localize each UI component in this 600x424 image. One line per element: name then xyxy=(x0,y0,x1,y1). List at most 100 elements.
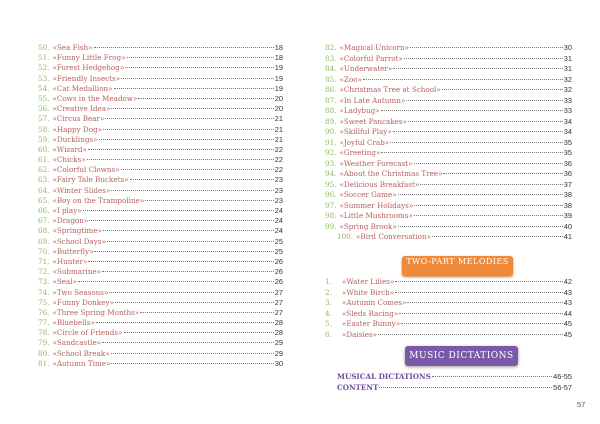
entry-page: 22 xyxy=(274,165,283,175)
toc-entry[interactable]: 100. «Bird Conversation» 41 xyxy=(325,232,572,243)
toc-entry[interactable]: 77. «Bluebells» 28 xyxy=(38,318,283,328)
entry-page: 26 xyxy=(274,267,283,277)
dot-leader xyxy=(123,332,274,334)
toc-entry[interactable]: 75. «Funny Donkey» 27 xyxy=(38,298,283,308)
page-number: 57 xyxy=(577,400,586,409)
toc-entry[interactable]: 66. «I play» 24 xyxy=(38,206,283,216)
toc-entry[interactable]: 78. «Circle of Friends» 28 xyxy=(38,328,283,338)
entry-number: 88. xyxy=(325,106,337,115)
dot-leader xyxy=(378,333,563,335)
toc-entry[interactable]: 54. «Cat Medallion» 19 xyxy=(38,84,283,94)
entry-title: «Soccer Game» xyxy=(339,190,397,199)
dot-leader xyxy=(395,281,563,282)
toc-entry[interactable]: 71. «Hunter» 26 xyxy=(38,257,283,267)
toc-entry[interactable]: 69. «School Days» 25 xyxy=(38,237,283,247)
toc-entry[interactable]: 97. «Summer Holidays» 38 xyxy=(325,201,572,212)
toc-entry[interactable]: 63. «Fairy Tale Buckets» 23 xyxy=(38,175,283,185)
entry-page: 21 xyxy=(274,134,283,144)
toc-entry[interactable]: 58. «Happy Dog» 21 xyxy=(38,125,283,135)
toc-entry[interactable]: 64. «Winter Slides» 23 xyxy=(38,186,283,196)
toc-entry[interactable]: 95. «Delicious Breakfast» 37 xyxy=(325,180,572,191)
toc-entry[interactable]: 87. «In Late Autumn» 33 xyxy=(325,96,572,107)
entry-page: 27 xyxy=(274,287,283,297)
toc-entry[interactable]: 5. «Easter Bunny» 45 xyxy=(325,319,572,330)
toc-entry[interactable]: 79. «Sandcastle» 29 xyxy=(38,338,283,348)
toc-entry[interactable]: 80. «School Break» 29 xyxy=(38,349,283,359)
entry-title: «Colorful Parrot» xyxy=(339,53,403,63)
dot-leader xyxy=(106,240,274,242)
entry-page: 27 xyxy=(274,307,283,317)
toc-entry[interactable]: 50. «Sea Fish» 18 xyxy=(38,43,283,53)
toc-entry[interactable]: 81. «Autumn Time» 30 xyxy=(38,359,283,369)
toc-entry[interactable]: 70. «Butterfly» 25 xyxy=(38,247,283,257)
toc-entry[interactable]: 92. «Greeting» 35 xyxy=(325,148,572,159)
entry-page: 19 xyxy=(274,73,283,83)
toc-entry[interactable]: 98. «Little Mushrooms» 39 xyxy=(325,211,572,222)
toc-entry[interactable]: 76. «Three Spring Months» 27 xyxy=(38,308,283,318)
entry-page: 44 xyxy=(563,308,572,318)
toc-entry[interactable]: 82. «Magical Unicorn» 30 xyxy=(325,43,572,54)
toc-entry[interactable]: 67. «Dragon» 24 xyxy=(38,216,283,226)
toc-entry[interactable]: 51. «Funny Little Frog» 18 xyxy=(38,53,283,63)
dot-leader xyxy=(431,376,553,377)
toc-entry[interactable]: 52. «Forest Hedgehog» 19 xyxy=(38,63,283,73)
toc-entry[interactable]: 94. «About the Christmas Tree» 36 xyxy=(325,169,572,180)
toc-entry[interactable]: 4. «Sleds Racing» 44 xyxy=(325,309,572,320)
entry-page: 29 xyxy=(274,348,283,358)
toc-entry[interactable]: 57. «Circus Bear» 21 xyxy=(38,114,283,124)
toc-entry[interactable]: 55. «Cows in the Meadow» 20 xyxy=(38,94,283,104)
toc-entry[interactable]: 99. «Spring Brook» 40 xyxy=(325,222,572,233)
entry-number: 67. xyxy=(38,216,50,226)
dot-leader xyxy=(87,148,274,150)
entry-page: 26 xyxy=(274,256,283,266)
toc-entry[interactable]: 89. «Sweet Pancakes» 34 xyxy=(325,117,572,128)
entry-title: «Bluebells» xyxy=(52,318,95,328)
dot-leader xyxy=(392,131,563,132)
entry-title: «Easter Bunny» xyxy=(342,319,401,329)
toc-entry[interactable]: 1. «Water Lilies» 42 xyxy=(325,277,572,288)
toc-entry[interactable]: 88. «Ladybug» 33 xyxy=(325,106,572,117)
toc-entry[interactable]: 85. «Zoo» 32 xyxy=(325,75,572,86)
toc-entry[interactable]: 56. «Creative Idea» 20 xyxy=(38,104,283,114)
toc-entry[interactable]: 93. «Weather Forecast» 36 xyxy=(325,159,572,170)
entry-title: «Funny Donkey» xyxy=(52,297,114,307)
toc-entry[interactable]: 62. «Colorful Clowns» 22 xyxy=(38,165,283,175)
entry-number: 59. xyxy=(38,134,50,144)
toc-entry[interactable]: 60. «Wizard» 22 xyxy=(38,145,283,155)
toc-right-column: 82. «Magical Unicorn» 30 83. «Colorful Parro… xyxy=(325,43,572,243)
entry-title: «Weather Forecast» xyxy=(339,158,413,168)
toc-entry[interactable]: 2. «White Birch» 43 xyxy=(325,288,572,299)
toc-entry[interactable]: 73. «Seal» 26 xyxy=(38,277,283,287)
toc-entry[interactable]: 86. «Christmas Tree at School» 32 xyxy=(325,85,572,96)
toc-entry[interactable]: 59. «Ducklings» 21 xyxy=(38,135,283,145)
dot-leader xyxy=(105,118,274,120)
toc-entry[interactable]: 53. «Friendly Insects» 19 xyxy=(38,74,283,84)
toc-entry[interactable]: 3. «Autumn Comes» 43 xyxy=(325,298,572,309)
toc-entry[interactable]: 65. «Boy on the Trampoline» 23 xyxy=(38,196,283,206)
toc-entry[interactable]: 61. «Chicks» 22 xyxy=(38,155,283,165)
dot-leader xyxy=(379,387,553,388)
toc-entry[interactable]: 91. «Joyful Crab» 35 xyxy=(325,138,572,149)
toc-entry[interactable]: MUSICAL DICTATIONS 46-55 xyxy=(337,371,572,382)
toc-entry[interactable]: 83. «Colorful Parrot» 31 xyxy=(325,54,572,65)
entry-number: 94. xyxy=(325,169,337,178)
entry-title: «Submarine» xyxy=(52,267,102,277)
entry-number: 78. xyxy=(38,328,50,338)
entry-title: «Autumn Time» xyxy=(52,358,111,368)
entry-title: «Circle of Friends» xyxy=(52,328,123,338)
toc-entry[interactable]: 74. «Two Seasons» 27 xyxy=(38,288,283,298)
toc-entry[interactable]: 96. «Soccer Game» 38 xyxy=(325,190,572,201)
toc-entry[interactable]: CONTENT 56-57 xyxy=(337,382,572,393)
dot-leader xyxy=(98,138,274,140)
entry-title: «Ducklings» xyxy=(52,134,98,144)
toc-entry[interactable]: 6. «Daisies» 45 xyxy=(325,330,572,341)
toc-entry[interactable]: 84. «Underwater» 31 xyxy=(325,64,572,75)
toc-entry[interactable]: 72. «Submarine» 26 xyxy=(38,267,283,277)
entry-number: 5. xyxy=(325,319,332,329)
toc-entry[interactable]: 68. «Springtime» 24 xyxy=(38,226,283,236)
dot-leader xyxy=(381,152,563,153)
entry-title: «About the Christmas Tree» xyxy=(339,169,443,178)
entry-page: 39 xyxy=(563,211,572,220)
toc-entry[interactable]: 90. «Skillful Play» 34 xyxy=(325,127,572,138)
entry-page: 36 xyxy=(563,169,572,178)
